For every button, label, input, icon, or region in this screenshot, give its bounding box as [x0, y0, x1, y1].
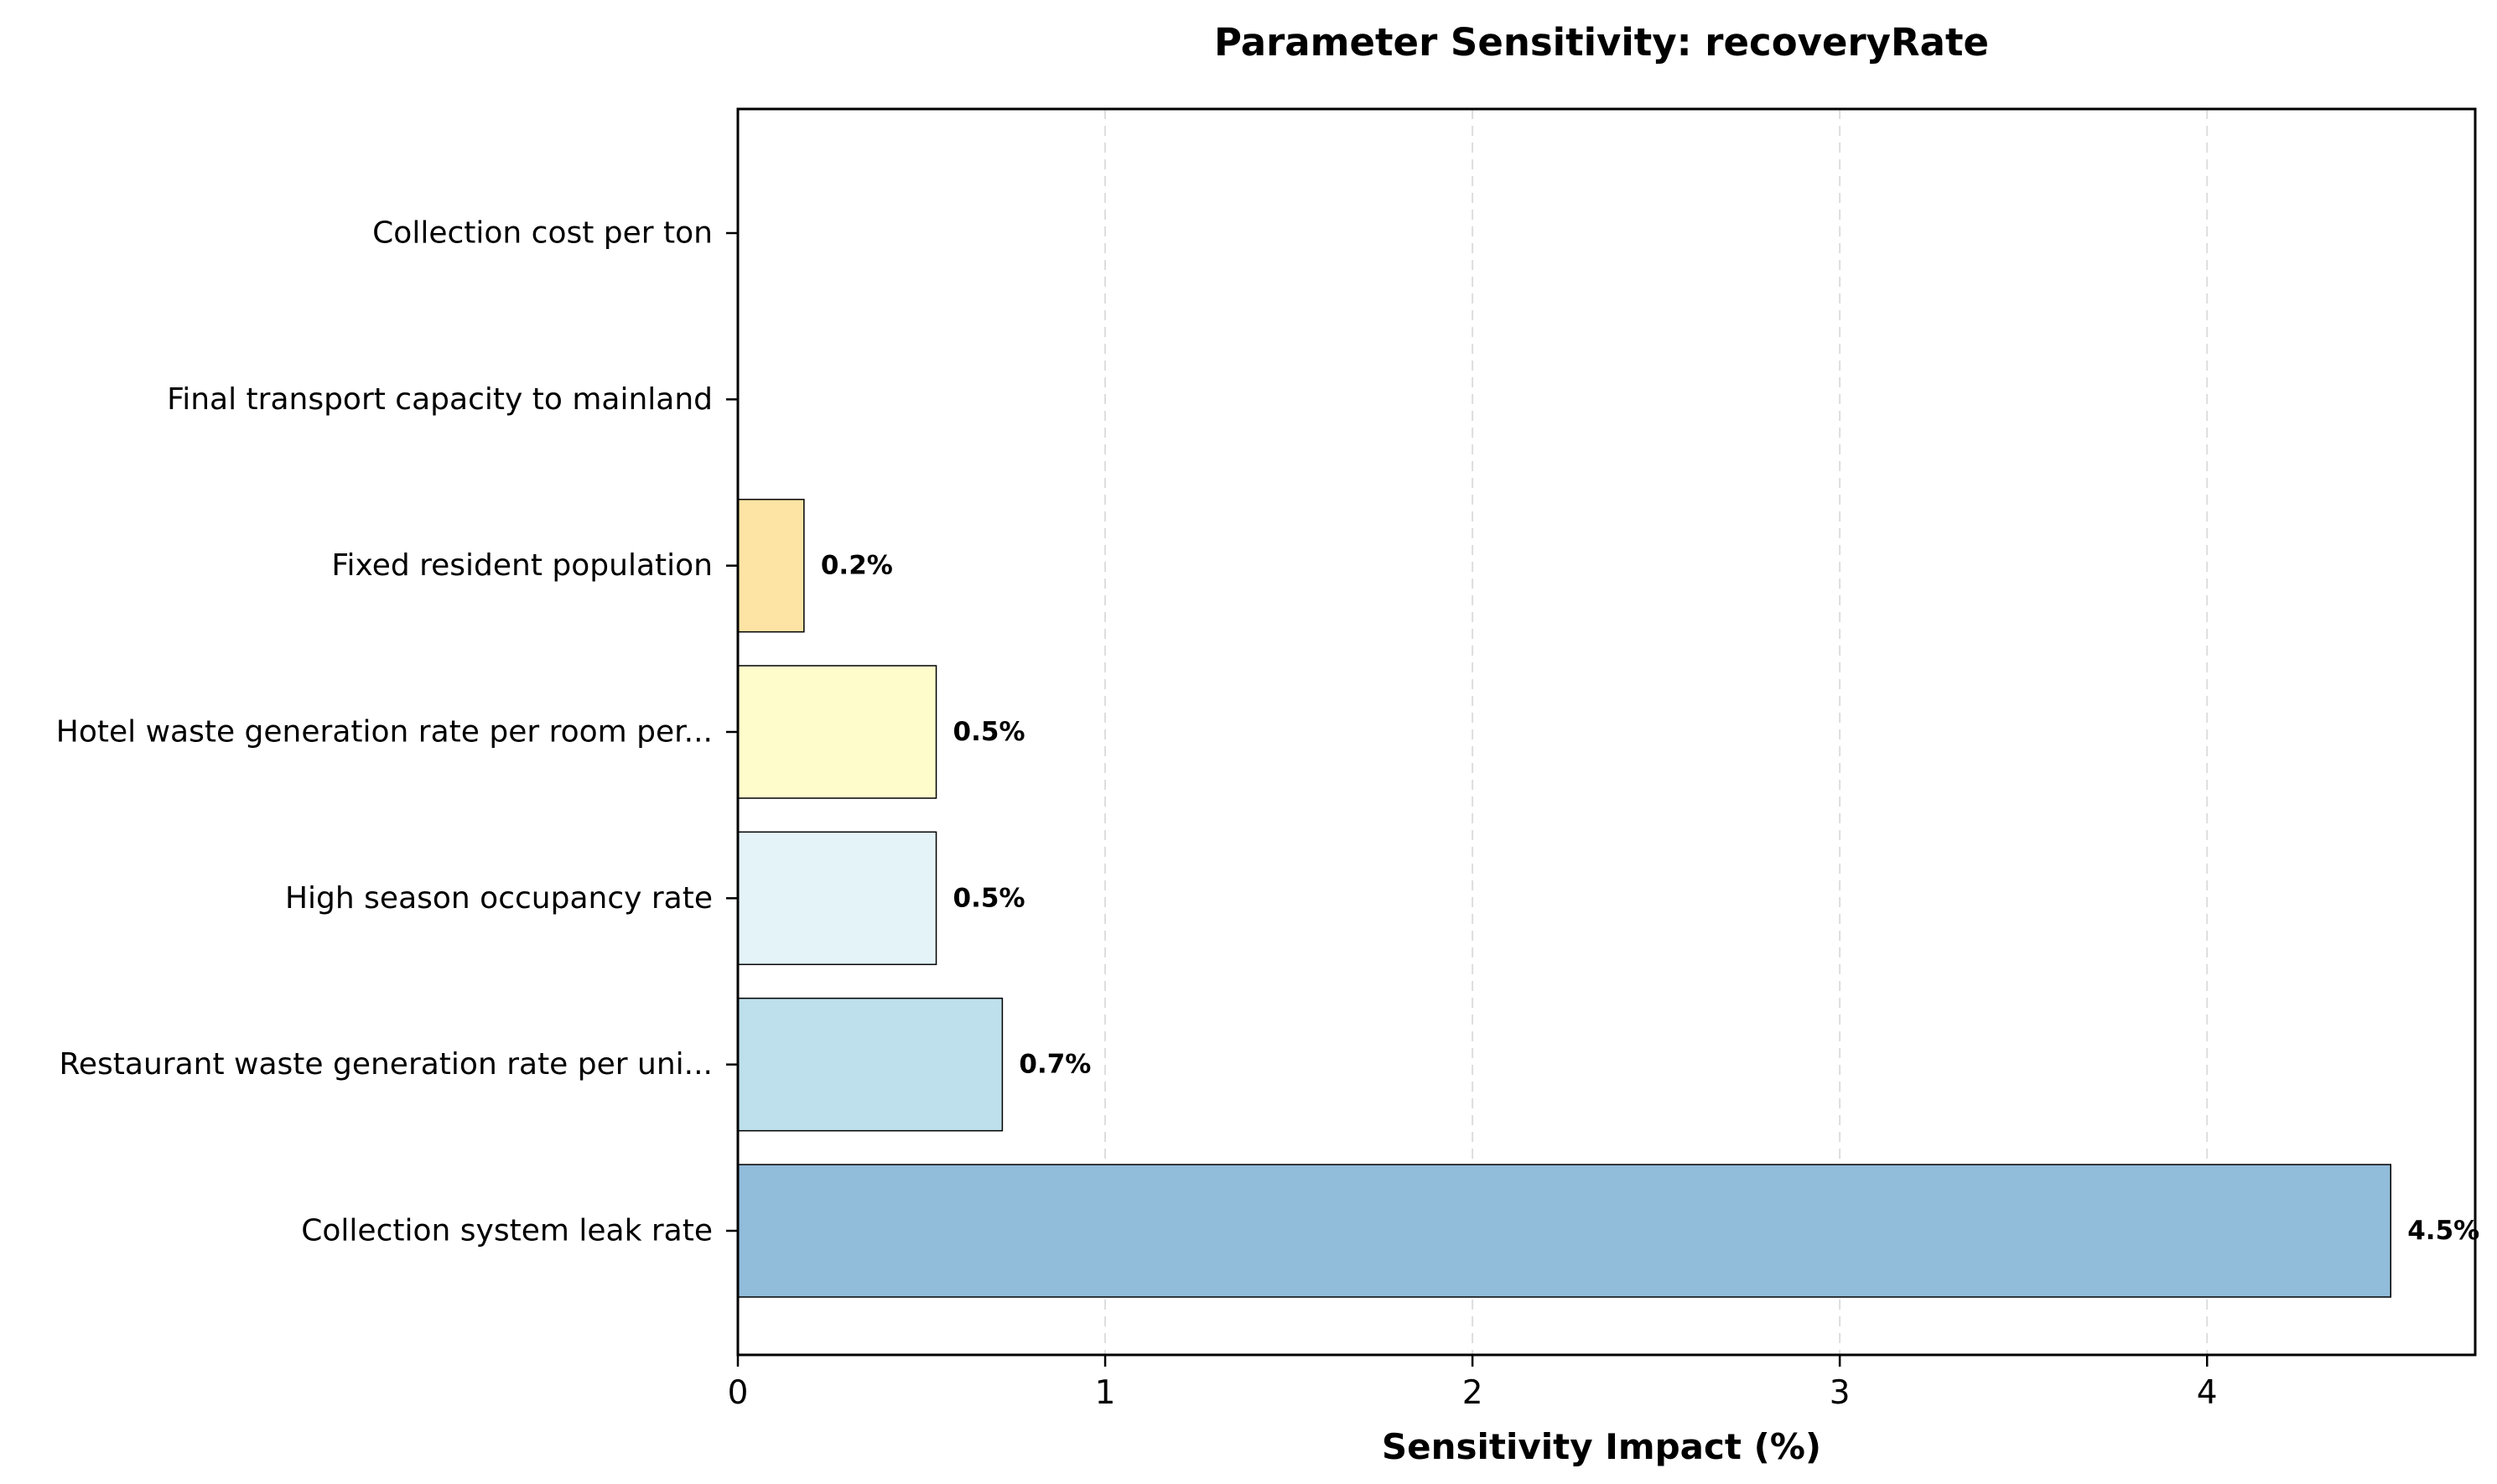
x-tick-label-4: 4 — [2197, 1374, 2218, 1412]
x-tick-label-2: 2 — [1462, 1374, 1483, 1412]
bar-4 — [737, 498, 805, 633]
data-label-4: 0.2% — [821, 551, 893, 581]
x-axis-label: Sensitivity Impact (%) — [1382, 1426, 1821, 1467]
y-tick-label-6: Collection cost per ton — [372, 216, 713, 251]
y-tick-label-5: Final transport capacity to mainland — [167, 382, 713, 417]
bar-1 — [737, 997, 1004, 1132]
y-tick-label-0: Collection system leak rate — [301, 1214, 713, 1248]
bar-2 — [737, 831, 937, 966]
data-label-2: 0.5% — [953, 883, 1025, 913]
data-labels: 4.5% 0.7% 0.5% 0.5% 0.2% — [821, 551, 2479, 1246]
y-tick-label-3: Hotel waste generation rate per room per… — [56, 715, 713, 750]
data-label-1: 0.7% — [1019, 1050, 1091, 1080]
y-tick-label-2: High season occupancy rate — [285, 881, 713, 916]
bar-0 — [737, 1164, 2391, 1298]
data-label-0: 4.5% — [2407, 1216, 2479, 1246]
x-tick-label-0: 0 — [728, 1374, 749, 1412]
y-tick-label-1: Restaurant waste generation rate per uni… — [59, 1047, 713, 1082]
y-tick-label-4: Fixed resident population — [331, 548, 713, 583]
x-tick-label-1: 1 — [1095, 1374, 1116, 1412]
grid-lines — [1104, 109, 2209, 1355]
y-axis-ticks: Collection system leak rate Restaurant wa… — [56, 216, 738, 1248]
data-label-3: 0.5% — [953, 717, 1025, 747]
bar-3 — [737, 665, 937, 799]
x-tick-label-3: 3 — [1830, 1374, 1851, 1412]
x-axis-ticks: 0 1 2 3 4 — [728, 1355, 2218, 1412]
chart-title: Parameter Sensitivity: recoveryRate — [1214, 20, 1989, 65]
bars — [737, 498, 2391, 1298]
